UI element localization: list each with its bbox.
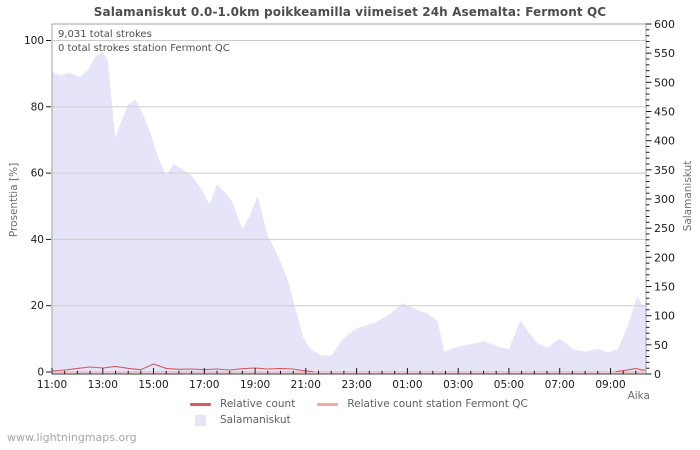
legend-label: Relative count station Fermont QC [347, 398, 528, 410]
svg-text:01:00: 01:00 [392, 379, 422, 391]
svg-text:450: 450 [654, 106, 675, 119]
svg-text:100: 100 [654, 310, 675, 323]
watermark: www.lightningmaps.org [7, 431, 137, 444]
svg-text:200: 200 [654, 251, 675, 264]
svg-text:19:00: 19:00 [240, 379, 270, 391]
legend-item-relative-count: Relative count [190, 398, 295, 410]
svg-text:100: 100 [24, 35, 44, 47]
station-line-swatch [317, 402, 339, 406]
svg-text:80: 80 [31, 101, 44, 113]
svg-text:400: 400 [654, 135, 675, 148]
total-strokes-annotation: 9,031 total strokes [58, 29, 152, 40]
chart-title: Salamaniskut 0.0-1.0km poikkeamilla viim… [93, 5, 607, 19]
left-axis-title: Prosenttia [%] [8, 162, 20, 238]
salamaniskut-area-swatch [195, 414, 206, 426]
svg-text:300: 300 [654, 193, 675, 206]
svg-text:0: 0 [37, 367, 44, 379]
legend-item-salamaniskut: Salamaniskut [190, 414, 291, 426]
svg-text:23:00: 23:00 [341, 379, 371, 391]
relative-count-line-swatch [190, 402, 211, 406]
svg-text:50: 50 [654, 339, 668, 352]
svg-text:0: 0 [654, 368, 661, 381]
svg-text:20: 20 [31, 300, 44, 312]
svg-text:07:00: 07:00 [545, 379, 575, 391]
svg-text:250: 250 [654, 222, 675, 235]
svg-text:60: 60 [31, 168, 44, 180]
svg-text:550: 550 [654, 47, 675, 60]
svg-text:40: 40 [31, 234, 44, 246]
svg-text:600: 600 [654, 18, 675, 31]
svg-text:500: 500 [654, 76, 675, 89]
svg-text:17:00: 17:00 [189, 379, 219, 391]
station-strokes-annotation: 0 total strokes station Fermont QC [58, 43, 230, 54]
svg-text:150: 150 [654, 281, 675, 294]
svg-text:350: 350 [654, 164, 675, 177]
svg-text:21:00: 21:00 [291, 379, 321, 391]
legend-label: Relative count [220, 398, 296, 410]
svg-text:03:00: 03:00 [443, 379, 473, 391]
legend-row-2: Salamaniskut [190, 412, 550, 428]
svg-text:05:00: 05:00 [494, 379, 524, 391]
svg-text:15:00: 15:00 [138, 379, 168, 391]
svg-text:09:00: 09:00 [595, 379, 625, 391]
legend: Relative count Relative count station Fe… [190, 396, 550, 428]
legend-row-1: Relative count Relative count station Fe… [190, 396, 550, 412]
right-axis-title: Salamaniskut [682, 160, 694, 232]
legend-item-relative-count-station: Relative count station Fermont QC [317, 398, 528, 410]
legend-label: Salamaniskut [220, 414, 291, 426]
svg-text:13:00: 13:00 [88, 379, 118, 391]
x-axis-title: Aika [627, 390, 650, 402]
svg-text:11:00: 11:00 [37, 379, 67, 391]
